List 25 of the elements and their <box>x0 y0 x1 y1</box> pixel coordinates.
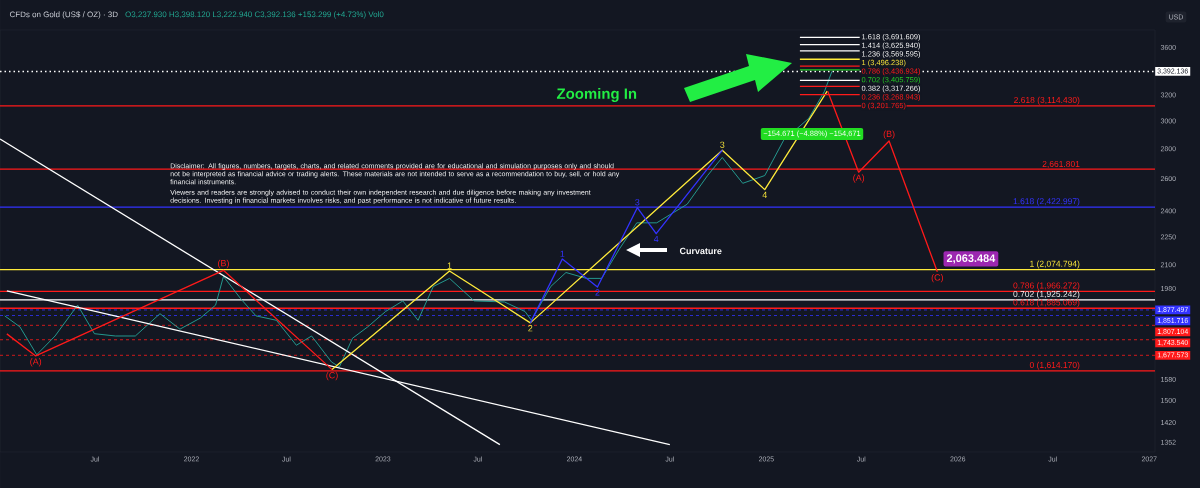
annotation: 2 <box>528 325 533 332</box>
annotation: 4 <box>653 235 659 243</box>
annotation: 3 <box>635 199 640 206</box>
ref-line-label: 0.618 (1,885.069) <box>1013 299 1080 308</box>
annotation: 1 <box>560 250 565 257</box>
ref-line-label: 0 (1,614.170) <box>1029 361 1080 370</box>
annotation: (C) <box>326 371 338 381</box>
annotation: (A) <box>853 174 865 183</box>
annotation: 3 <box>720 141 725 149</box>
annotation: 2 <box>595 289 600 296</box>
annotation: Curvature <box>679 247 722 255</box>
annotation: 4 <box>762 191 767 199</box>
annotation: 1 <box>447 262 452 269</box>
ref-line-label: 0.786 (1,966.272) <box>1013 282 1080 291</box>
annotation: 2,063.484 <box>946 254 996 264</box>
ref-line-label: 1 (2,074.794) <box>1030 260 1080 269</box>
ref-line-label: 1.618 (2,422.997) <box>1013 197 1080 206</box>
ref-line-label: 0.702 (1,925.242) <box>1013 290 1080 299</box>
annotation: (C) <box>931 274 944 283</box>
annotation: Zooming In <box>556 87 637 102</box>
annotation: (B) <box>883 130 895 139</box>
ref-line-label: 2,661.801 <box>1042 160 1080 168</box>
annotation: (A) <box>30 358 42 367</box>
annotation: (B) <box>218 259 229 269</box>
ref-line-label: 2.618 (3,114.430) <box>1014 96 1080 105</box>
